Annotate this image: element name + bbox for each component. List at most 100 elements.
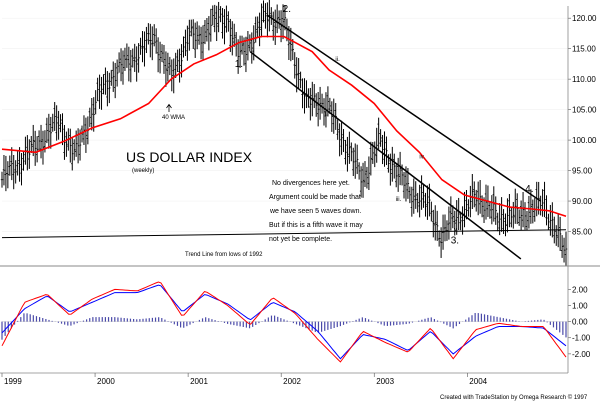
price-bar <box>88 107 92 127</box>
annotation-line-3: we have seen 5 waves down. <box>269 208 361 215</box>
wave-label-6: v. <box>454 228 459 234</box>
price-bar <box>330 101 334 132</box>
price-bar <box>106 71 109 107</box>
price-bar <box>125 43 129 68</box>
price-bar <box>402 171 406 199</box>
price-bar <box>223 9 226 45</box>
price-bar <box>556 214 560 248</box>
oscillator-panel: 2.00 1.00 0.00 -1.00 -2.00 <box>1 281 591 363</box>
price-bar <box>20 153 23 186</box>
price-bar <box>51 113 54 132</box>
price-bar <box>461 206 464 235</box>
ma-label-arrow <box>166 103 172 112</box>
price-bar <box>404 166 408 202</box>
wave-label-4: iii. <box>396 197 402 203</box>
price-bar <box>424 192 427 217</box>
price-bar <box>149 23 152 58</box>
price-bar <box>141 31 144 63</box>
price-bar <box>451 205 455 229</box>
price-bar <box>217 1 220 33</box>
price-bar <box>455 200 458 235</box>
price-bar <box>59 114 62 133</box>
osc-y-tick-2: 0.00 <box>572 318 588 327</box>
price-bar <box>26 135 29 171</box>
price-bar <box>377 117 380 150</box>
annotation-line-1: No divergences here yet. <box>272 180 350 187</box>
price-bar <box>348 131 351 164</box>
price-bar <box>203 19 207 45</box>
price-bar <box>18 147 21 182</box>
price-bar <box>71 137 74 171</box>
price-bar <box>28 139 31 169</box>
price-bar <box>227 11 230 32</box>
x-tick-1: 2000 <box>97 377 115 386</box>
price-bar <box>78 129 82 161</box>
price-bar <box>340 120 343 155</box>
price-bar <box>549 204 552 236</box>
price-bar <box>494 196 497 225</box>
price-y-tick-6: 115.00 <box>572 45 596 54</box>
price-bar <box>383 131 386 167</box>
price-bar <box>121 50 125 85</box>
price-bar <box>443 214 447 242</box>
price-bar <box>396 157 400 192</box>
price-bar <box>264 3 267 29</box>
price-bar <box>449 196 453 231</box>
price-bar <box>562 237 566 263</box>
oscillator-histogram <box>1 313 567 340</box>
price-bar <box>463 191 466 228</box>
price-bar <box>47 113 51 149</box>
price-bar <box>199 26 203 60</box>
annotation-line-2: Argument could be made that <box>269 194 361 201</box>
price-bar <box>420 175 423 210</box>
price-bar <box>160 44 164 63</box>
price-bar <box>274 9 277 45</box>
price-bar <box>338 123 341 157</box>
price-bar <box>12 154 15 190</box>
price-bar <box>408 186 412 204</box>
price-bar <box>82 115 86 145</box>
price-bar <box>281 4 285 40</box>
price-y-tick-7: 120.00 <box>572 14 597 23</box>
price-bar <box>434 205 437 241</box>
price-bar <box>209 8 213 42</box>
price-bar <box>379 129 382 147</box>
price-bar <box>115 59 119 87</box>
price-bar <box>145 26 148 54</box>
price-bar <box>154 28 158 54</box>
price-bar <box>435 210 439 241</box>
osc-y-tick-0: 2.00 <box>572 285 588 294</box>
price-bar <box>543 181 546 218</box>
trend-line <box>1 229 567 239</box>
price-bar <box>174 52 177 78</box>
price-bar <box>80 125 84 143</box>
annotation-line-4: But if this is a fifth wave it may <box>269 222 363 229</box>
price-bar <box>219 6 222 23</box>
footer-credit: Created with TradeStation by Omega Resea… <box>440 394 588 401</box>
price-bar <box>316 92 320 127</box>
price-bar <box>381 134 384 165</box>
oscillator-slow-line <box>1 284 567 360</box>
price-bar <box>35 136 39 163</box>
wave-label-3: ii. <box>335 57 340 63</box>
price-y-tick-4: 105.00 <box>572 106 597 115</box>
price-bar <box>143 31 146 67</box>
price-bar <box>391 146 394 182</box>
price-bar <box>283 5 287 31</box>
price-bar <box>516 193 519 225</box>
price-bar <box>439 227 443 258</box>
price-bar <box>139 37 142 55</box>
price-bar <box>213 4 216 33</box>
price-bar <box>268 0 271 32</box>
price-bar <box>318 86 322 120</box>
x-axis: 1999 2000 2001 2002 2003 2004 <box>1 373 488 386</box>
price-bar <box>560 235 564 258</box>
price-bar <box>393 153 396 179</box>
price-bar <box>484 184 488 220</box>
price-y-tick-0: 85.00 <box>572 228 593 237</box>
price-bar <box>478 180 482 214</box>
price-bar <box>113 62 117 99</box>
price-bar <box>166 52 170 82</box>
osc-y-tick-1: 1.00 <box>572 301 588 310</box>
